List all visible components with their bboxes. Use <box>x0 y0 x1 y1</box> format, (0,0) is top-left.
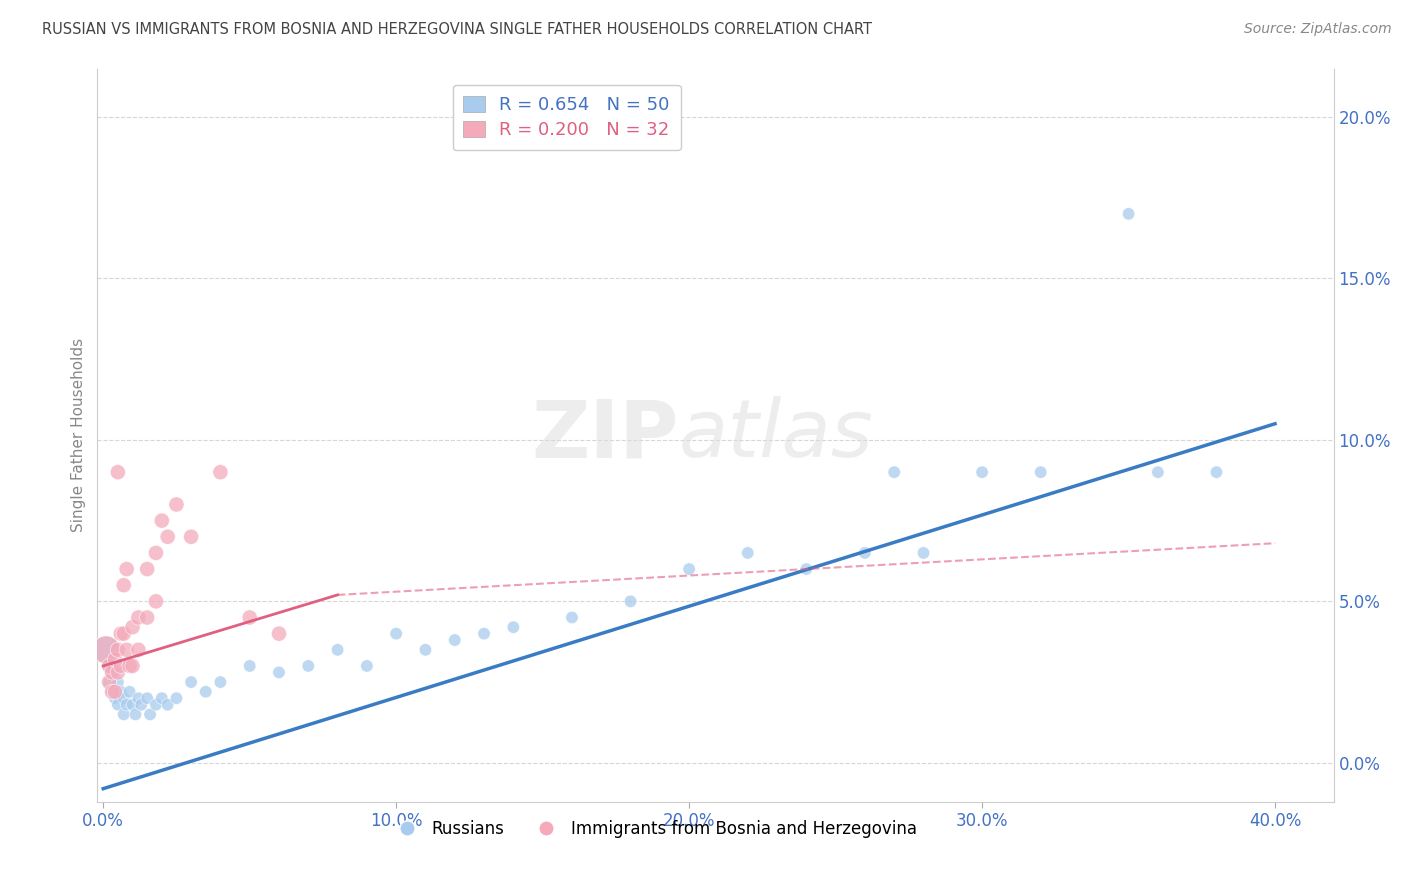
Point <box>239 610 262 624</box>
Point <box>326 642 349 657</box>
Point <box>136 610 159 624</box>
Point <box>561 610 583 624</box>
Point <box>107 698 129 712</box>
Point <box>150 514 173 528</box>
Point <box>180 675 202 690</box>
Point <box>112 707 135 722</box>
Point <box>115 642 138 657</box>
Point <box>110 626 132 640</box>
Point <box>104 665 127 680</box>
Point <box>98 659 121 673</box>
Point <box>1029 465 1052 479</box>
Point <box>267 665 290 680</box>
Legend: Russians, Immigrants from Bosnia and Herzegovina: Russians, Immigrants from Bosnia and Her… <box>384 814 924 845</box>
Point <box>209 465 232 479</box>
Point <box>883 465 905 479</box>
Point <box>110 685 132 699</box>
Point <box>136 562 159 576</box>
Point <box>209 675 232 690</box>
Text: Source: ZipAtlas.com: Source: ZipAtlas.com <box>1244 22 1392 37</box>
Text: RUSSIAN VS IMMIGRANTS FROM BOSNIA AND HERZEGOVINA SINGLE FATHER HOUSEHOLDS CORRE: RUSSIAN VS IMMIGRANTS FROM BOSNIA AND HE… <box>42 22 872 37</box>
Point <box>112 578 135 592</box>
Point <box>472 626 495 640</box>
Point <box>1118 207 1140 221</box>
Text: ZIP: ZIP <box>531 396 679 474</box>
Point <box>121 698 143 712</box>
Point <box>145 698 167 712</box>
Point <box>112 691 135 706</box>
Point <box>107 675 129 690</box>
Point <box>297 659 319 673</box>
Point <box>98 675 121 690</box>
Point <box>94 642 117 657</box>
Point <box>94 642 117 657</box>
Point <box>794 562 817 576</box>
Text: atlas: atlas <box>679 396 873 474</box>
Point <box>129 698 152 712</box>
Point <box>127 642 149 657</box>
Point <box>239 659 262 673</box>
Point <box>970 465 993 479</box>
Point <box>101 659 124 673</box>
Point <box>118 659 141 673</box>
Point <box>127 610 149 624</box>
Point <box>110 659 132 673</box>
Point <box>356 659 378 673</box>
Point <box>1147 465 1170 479</box>
Point <box>156 530 179 544</box>
Point <box>104 691 127 706</box>
Point <box>150 691 173 706</box>
Point <box>1205 465 1227 479</box>
Point <box>180 530 202 544</box>
Point <box>127 691 149 706</box>
Point <box>101 685 124 699</box>
Point <box>115 698 138 712</box>
Point <box>124 707 146 722</box>
Point <box>112 626 135 640</box>
Point <box>101 685 124 699</box>
Point <box>385 626 408 640</box>
Point <box>912 546 935 560</box>
Point <box>104 685 127 699</box>
Point <box>678 562 700 576</box>
Point <box>104 652 127 666</box>
Point <box>98 675 121 690</box>
Point <box>502 620 524 634</box>
Point <box>121 659 143 673</box>
Point <box>107 465 129 479</box>
Point <box>737 546 759 560</box>
Point <box>853 546 876 560</box>
Point <box>115 562 138 576</box>
Point <box>415 642 437 657</box>
Point <box>101 665 124 680</box>
Point <box>267 626 290 640</box>
Point <box>121 620 143 634</box>
Point <box>165 498 187 512</box>
Point <box>107 642 129 657</box>
Point <box>443 633 465 648</box>
Y-axis label: Single Father Households: Single Father Households <box>72 338 86 533</box>
Point <box>136 691 159 706</box>
Point <box>98 659 121 673</box>
Point <box>619 594 641 608</box>
Point <box>145 594 167 608</box>
Point <box>194 685 217 699</box>
Point <box>107 665 129 680</box>
Point <box>118 685 141 699</box>
Point <box>139 707 162 722</box>
Point <box>165 691 187 706</box>
Point <box>145 546 167 560</box>
Point <box>156 698 179 712</box>
